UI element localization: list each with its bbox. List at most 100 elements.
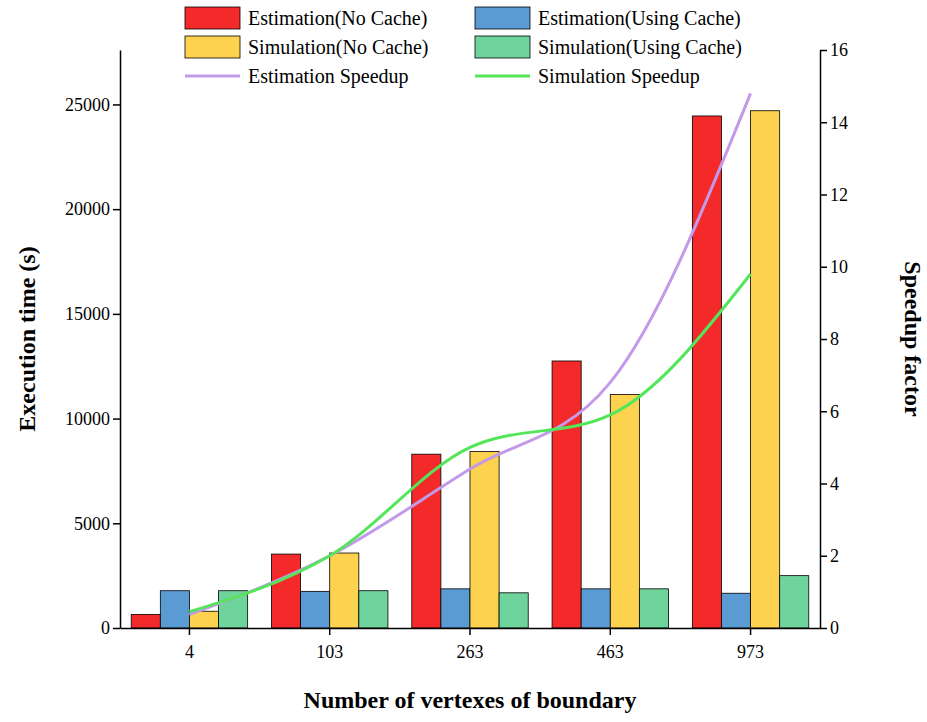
bar bbox=[581, 589, 610, 628]
tick: 0 bbox=[101, 618, 120, 638]
tick-label: 973 bbox=[737, 642, 764, 662]
tick-mark bbox=[113, 628, 120, 630]
bar-series bbox=[131, 116, 721, 628]
tick: 4 bbox=[185, 628, 194, 662]
tick-mark bbox=[113, 418, 120, 420]
legend-key bbox=[475, 7, 530, 29]
tick-mark bbox=[820, 628, 827, 630]
tick: 25000 bbox=[65, 95, 120, 115]
tick-mark bbox=[820, 50, 827, 52]
tick: 20000 bbox=[65, 199, 120, 219]
tick-label: 263 bbox=[457, 642, 484, 662]
tick-mark bbox=[610, 628, 612, 635]
tick-mark bbox=[820, 411, 827, 413]
tick-mark bbox=[820, 267, 827, 269]
legend-label: Simulation Speedup bbox=[538, 65, 700, 88]
legend-key bbox=[475, 36, 530, 58]
bar bbox=[441, 589, 470, 628]
tick: 16 bbox=[820, 40, 848, 60]
tick-label: 10000 bbox=[65, 409, 110, 429]
y-axis: 0 5000 10000 15000 20000 25000 bbox=[65, 51, 121, 639]
legend-key bbox=[185, 75, 240, 78]
tick-label: 12 bbox=[830, 185, 848, 205]
plot-area bbox=[131, 93, 809, 628]
tick: 12 bbox=[820, 185, 848, 205]
bar bbox=[610, 394, 639, 628]
tick-label: 0 bbox=[830, 618, 839, 638]
tick: 4 bbox=[820, 474, 839, 494]
bar bbox=[780, 576, 809, 628]
bar bbox=[359, 591, 388, 628]
legend-label: Estimation Speedup bbox=[248, 65, 409, 88]
tick: 14 bbox=[820, 113, 848, 133]
tick-label: 10 bbox=[830, 257, 848, 277]
bar bbox=[499, 593, 528, 628]
bar bbox=[692, 116, 721, 628]
bar bbox=[160, 591, 189, 628]
bar bbox=[470, 451, 499, 628]
y2-axis-title: Speedup factor bbox=[900, 261, 926, 417]
tick: 15000 bbox=[65, 304, 120, 324]
bar bbox=[721, 593, 750, 628]
tick-mark bbox=[113, 314, 120, 316]
tick: 263 bbox=[457, 628, 484, 662]
tick-mark bbox=[113, 104, 120, 106]
tick-label: 103 bbox=[316, 642, 343, 662]
tick: 0 bbox=[820, 618, 839, 638]
tick: 2 bbox=[820, 546, 839, 566]
tick-mark bbox=[820, 483, 827, 485]
bar-series bbox=[189, 111, 779, 628]
tick-label: 0 bbox=[101, 618, 110, 638]
bar bbox=[272, 554, 301, 628]
tick-label: 15000 bbox=[65, 304, 110, 324]
bar bbox=[301, 591, 330, 628]
tick-mark bbox=[750, 628, 752, 635]
tick-label: 20000 bbox=[65, 199, 110, 219]
tick-mark bbox=[113, 209, 120, 211]
legend: Estimation(No Cache) Estimation(Using Cac… bbox=[185, 7, 742, 88]
tick-label: 5000 bbox=[74, 514, 110, 534]
tick: 5000 bbox=[74, 514, 120, 534]
tick-label: 6 bbox=[830, 402, 839, 422]
tick: 8 bbox=[820, 329, 839, 349]
tick-mark bbox=[469, 628, 471, 635]
tick-mark bbox=[820, 556, 827, 558]
x-axis-title: Number of vertexes of boundary bbox=[304, 687, 637, 713]
line bbox=[189, 93, 750, 614]
line bbox=[189, 274, 750, 612]
tick-mark bbox=[113, 523, 120, 525]
legend-label: Simulation(No Cache) bbox=[248, 36, 429, 59]
tick: 973 bbox=[737, 628, 764, 662]
tick-mark bbox=[820, 194, 827, 196]
bar bbox=[131, 614, 160, 628]
bar bbox=[639, 589, 668, 628]
tick-mark bbox=[329, 628, 331, 635]
legend-label: Estimation(No Cache) bbox=[248, 7, 427, 30]
bar bbox=[412, 454, 441, 628]
tick-mark bbox=[820, 339, 827, 341]
tick-mark bbox=[820, 122, 827, 124]
bar bbox=[219, 591, 248, 628]
legend-key bbox=[475, 75, 530, 78]
tick: 103 bbox=[316, 628, 343, 662]
tick: 10 bbox=[820, 257, 848, 277]
tick-mark bbox=[189, 628, 191, 635]
tick-label: 4 bbox=[830, 474, 839, 494]
bar bbox=[552, 361, 581, 628]
legend-label: Estimation(Using Cache) bbox=[538, 7, 741, 30]
legend-key bbox=[185, 36, 240, 58]
tick-label: 14 bbox=[830, 113, 848, 133]
bar bbox=[330, 553, 359, 628]
tick: 463 bbox=[597, 628, 624, 662]
bar-series bbox=[219, 576, 809, 628]
tick-label: 16 bbox=[830, 40, 848, 60]
bar-series bbox=[160, 589, 750, 628]
tick-label: 8 bbox=[830, 329, 839, 349]
tick-label: 463 bbox=[597, 642, 624, 662]
tick-label: 25000 bbox=[65, 95, 110, 115]
tick-label: 2 bbox=[830, 546, 839, 566]
axis-line bbox=[120, 51, 122, 629]
legend-label: Simulation(Using Cache) bbox=[538, 36, 742, 59]
x-axis: 4 103 263 463 973 bbox=[121, 628, 821, 662]
bar bbox=[751, 111, 780, 628]
